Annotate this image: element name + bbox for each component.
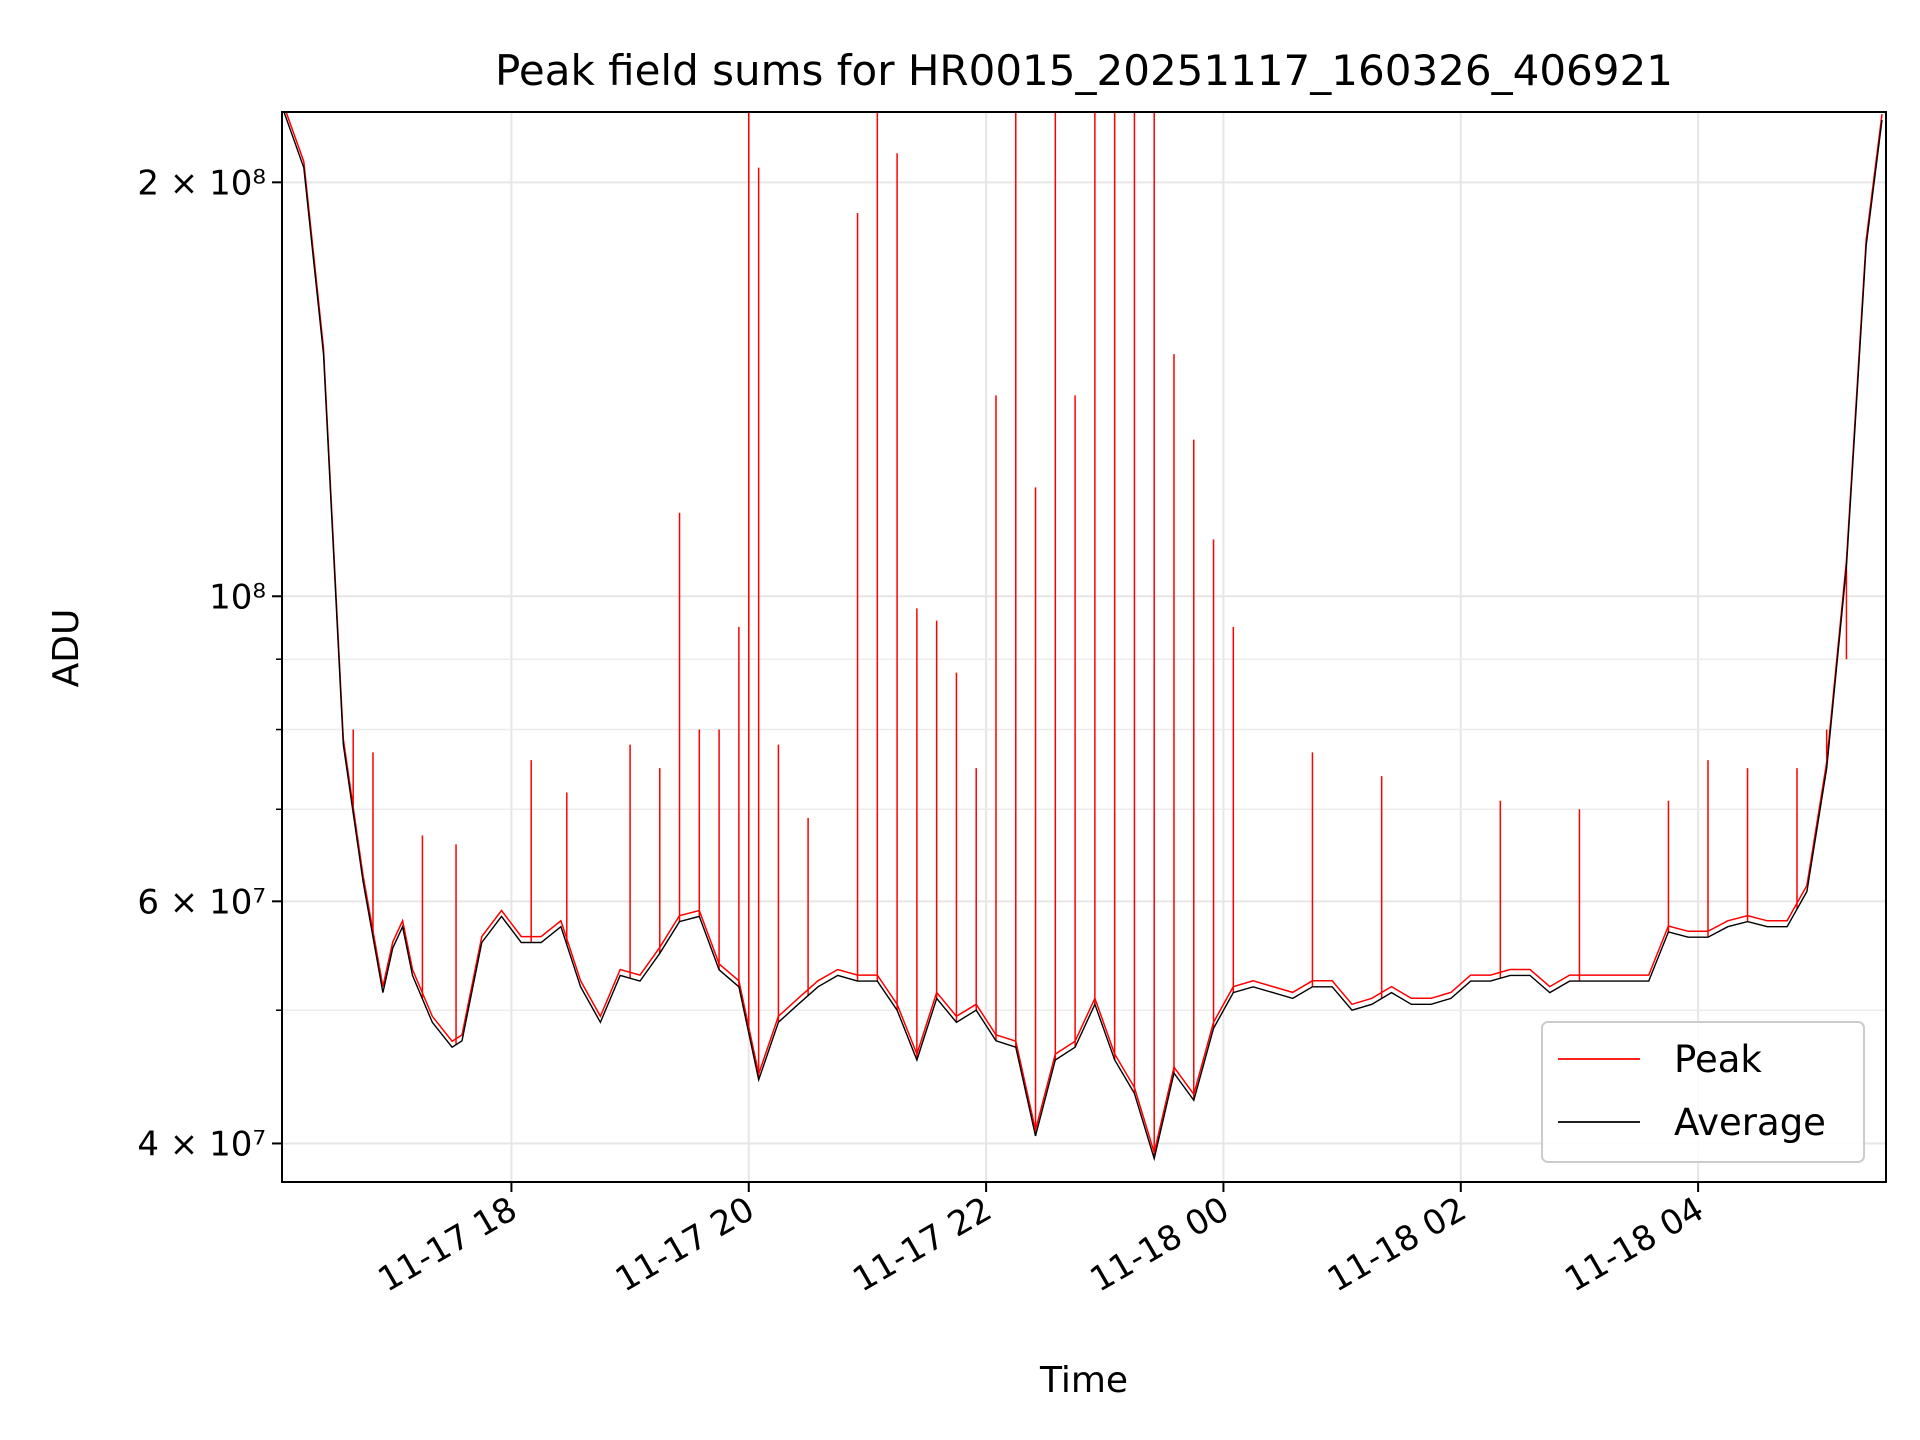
average-line: [283, 112, 1883, 1162]
y-tick-label: 2 × 10⁸: [137, 163, 266, 203]
legend-label-average: Average: [1674, 1101, 1826, 1144]
peak-baseline: [285, 112, 1883, 1156]
x-axis-label: Time: [1039, 1360, 1128, 1401]
chart-title: Peak field sums for HR0015_20251117_1603…: [495, 46, 1673, 95]
legend: Peak Average: [1541, 1021, 1865, 1163]
series-layer: [283, 112, 1883, 1162]
series-average: [283, 112, 1883, 1162]
y-axis-label: ADU: [46, 609, 87, 688]
plot-frame: [281, 111, 1887, 1183]
legend-label-peak: Peak: [1674, 1038, 1762, 1081]
legend-box: [1541, 1021, 1865, 1163]
y-tick-label: 4 × 10⁷: [137, 1124, 266, 1164]
y-tick-label: 6 × 10⁷: [137, 882, 266, 922]
y-tick-label: 10⁸: [209, 577, 266, 617]
series-peak: [285, 112, 1883, 1159]
